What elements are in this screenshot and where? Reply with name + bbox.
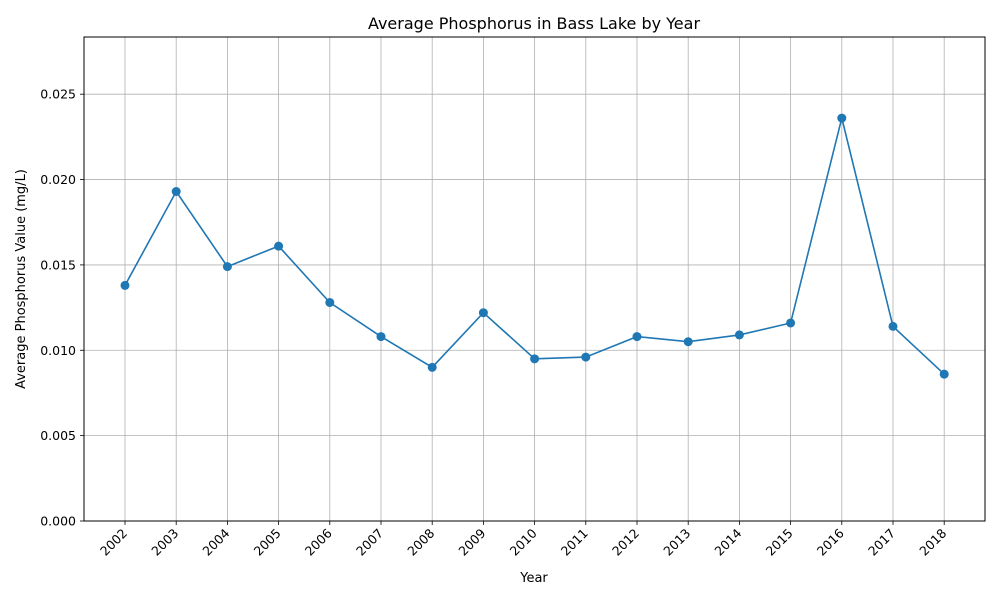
y-tick-label: 0.010	[40, 343, 76, 358]
y-tick-label: 0.025	[40, 87, 76, 102]
data-point-2006	[325, 297, 335, 307]
y-axis-label: Average Phosphorus Value (mg/L)	[14, 169, 29, 389]
y-tick-label: 0.005	[40, 428, 76, 443]
data-point-2015	[786, 318, 796, 328]
data-point-2018	[939, 369, 949, 379]
data-point-2004	[222, 262, 232, 272]
data-point-2017	[888, 321, 898, 331]
data-point-2016	[837, 113, 847, 123]
data-point-2009	[478, 308, 488, 318]
chart-title: Average Phosphorus in Bass Lake by Year	[368, 14, 700, 33]
data-point-2003	[171, 187, 181, 197]
y-tick-label: 0.000	[40, 514, 76, 529]
data-point-2002	[120, 280, 130, 290]
data-point-2011	[581, 352, 591, 362]
data-point-2012	[632, 332, 642, 342]
data-point-2005	[274, 241, 284, 251]
data-point-2010	[530, 354, 540, 364]
x-axis-label: Year	[519, 571, 548, 586]
data-point-2008	[427, 362, 437, 372]
data-point-2007	[376, 332, 386, 342]
data-point-2013	[683, 337, 693, 347]
y-tick-label: 0.020	[40, 172, 76, 187]
data-point-2014	[734, 330, 744, 340]
y-tick-label: 0.015	[40, 257, 76, 272]
series-phosphorus	[120, 113, 949, 379]
